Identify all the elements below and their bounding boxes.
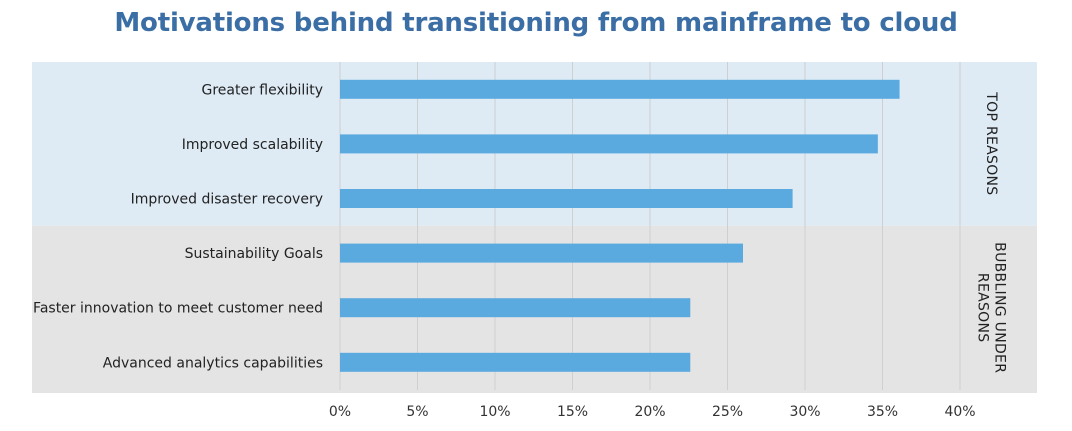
category-label: Improved scalability — [182, 137, 323, 153]
x-tick-label: 25% — [712, 404, 743, 420]
x-tick-label: 35% — [867, 404, 898, 420]
bar — [340, 298, 691, 318]
category-label: Improved disaster recovery — [131, 192, 323, 208]
x-tick-label: 5% — [406, 404, 428, 420]
x-tick-label: 10% — [479, 404, 510, 420]
bar — [340, 243, 743, 263]
category-labels: Greater flexibility Improved scalability I… — [33, 82, 323, 371]
group-label-line: REASONS — [975, 273, 991, 343]
gridlines — [339, 62, 961, 390]
x-tick-label: 40% — [944, 404, 975, 420]
category-label: Greater flexibility — [202, 82, 324, 98]
group-bands — [32, 62, 1037, 393]
category-label: Faster innovation to meet customer need — [33, 301, 323, 317]
bar — [340, 189, 793, 208]
group-label: TOP REASONS — [983, 91, 999, 195]
x-tick-label: 30% — [789, 404, 820, 420]
x-tick-label: 20% — [634, 404, 665, 420]
group-label-line: BUBBLING UNDER — [992, 242, 1008, 373]
bar — [340, 134, 878, 154]
chart-title: Motivations behind transitioning from ma… — [114, 8, 958, 38]
bar — [340, 79, 900, 99]
category-label: Sustainability Goals — [185, 246, 323, 262]
x-tick-label: 15% — [557, 404, 588, 420]
group-label-line: TOP REASONS — [983, 91, 999, 195]
x-tick-label: 0% — [329, 404, 351, 420]
bars — [340, 79, 900, 372]
bar — [340, 352, 691, 372]
category-label: Advanced analytics capabilities — [103, 355, 323, 371]
x-tick-labels: 0% 5% 10% 15% 20% 25% 30% 35% 40% — [329, 404, 976, 420]
